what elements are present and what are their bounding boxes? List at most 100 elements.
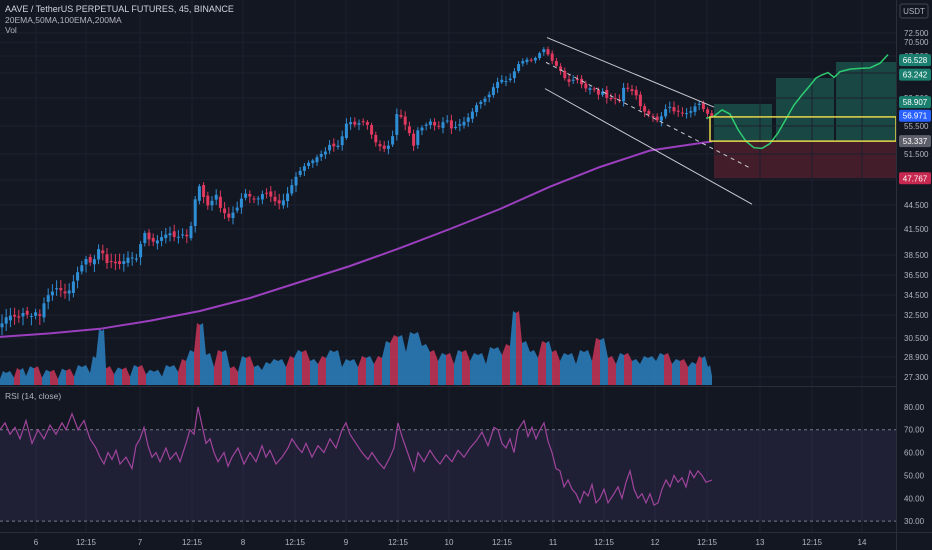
candle-body (0, 323, 4, 328)
candle-body (412, 133, 416, 146)
volume-segment (334, 350, 342, 385)
volume-segment (286, 356, 294, 385)
chart-title: AAVE / TetherUS PERPETUAL FUTURES, 45, B… (5, 4, 234, 14)
candle-body (462, 121, 466, 126)
volume-segment (310, 359, 318, 385)
candle-body (286, 193, 290, 202)
volume-segment (342, 359, 350, 385)
price-tick-label: 32.500 (904, 311, 929, 320)
candle-body (433, 121, 437, 126)
candle-body (605, 89, 609, 98)
candle-body (601, 91, 605, 95)
volume-segment (106, 366, 114, 385)
volume-segment (624, 353, 632, 385)
rsi-axis[interactable]: 80.00 70.00 60.00 50.00 40.00 30.00 (904, 403, 925, 526)
candle-body (38, 314, 42, 316)
candle-body (588, 88, 592, 90)
candle-body (244, 193, 248, 198)
candle-body (391, 136, 395, 145)
candle-body (273, 196, 277, 202)
candle-body (559, 66, 563, 71)
candle-body (710, 113, 714, 117)
rsi-polyline (0, 406, 713, 507)
candle-body (185, 234, 189, 237)
candle-body (361, 121, 365, 123)
price-tick-label: 72.500 (904, 29, 929, 38)
candle-body (269, 191, 273, 197)
candle-body (370, 124, 374, 135)
volume-segment (246, 356, 254, 385)
candles (0, 46, 714, 336)
candle-body (596, 90, 600, 95)
time-tick-label: 14 (858, 538, 867, 547)
candle-body (139, 244, 143, 258)
volume-segment (0, 371, 6, 385)
time-tick-label: 7 (138, 538, 143, 547)
channel-mid-line[interactable] (545, 61, 753, 170)
candle-body (151, 237, 155, 242)
candle-body (76, 272, 80, 281)
candle-body (336, 145, 340, 147)
channel-upper-line[interactable] (546, 37, 715, 108)
candle-body (512, 71, 516, 79)
volume-segment (138, 365, 146, 385)
volume-segment (510, 311, 516, 385)
volume-segment (74, 365, 82, 385)
volume-segment (552, 350, 560, 385)
candle-body (622, 87, 626, 102)
volume-segment (350, 359, 358, 385)
candle-body (563, 70, 567, 79)
time-tick-label: 8 (241, 538, 246, 547)
channel-lower-line[interactable] (544, 88, 753, 205)
volume-segment (462, 350, 470, 385)
candle-body (668, 106, 672, 108)
candle-body (97, 249, 101, 260)
volume-segment (502, 344, 510, 385)
projection-path[interactable] (705, 54, 889, 150)
candle-body (80, 265, 84, 272)
candle-body (407, 126, 411, 134)
volume-segment (640, 356, 648, 385)
volume-segment (454, 350, 462, 385)
rsi-legend[interactable]: RSI (14, close) (5, 391, 61, 401)
descending-channel[interactable] (544, 37, 753, 205)
rsi-band-fill (0, 429, 896, 522)
volume-segment (358, 356, 366, 385)
candle-body (84, 259, 88, 265)
volume-segment (546, 341, 552, 385)
projection-line[interactable] (705, 54, 889, 150)
price-tick-label: 44.500 (904, 201, 929, 210)
volume-legend[interactable]: Vol (5, 25, 17, 35)
candle-body (701, 102, 705, 110)
candle-body (235, 207, 239, 211)
volume-segment (522, 341, 530, 385)
candle-body (172, 231, 176, 237)
indicator-legend[interactable]: 20EMA,50MA,100EMA,200MA (5, 15, 122, 25)
currency-badge[interactable]: USDT (899, 3, 929, 19)
candle-body (529, 59, 533, 61)
target-zone-3 (836, 62, 896, 142)
candle-body (533, 57, 537, 61)
candle-body (491, 87, 495, 96)
candle-body (227, 213, 231, 218)
candle-body (542, 49, 546, 53)
time-tick-label: 12:15 (594, 538, 615, 547)
volume-segment (154, 369, 162, 385)
volume-segment (230, 366, 238, 385)
time-axis[interactable]: 6 12:15 7 12:15 8 12:15 9 12:15 10 12:15 11 12:15 12… (34, 538, 867, 547)
volume-segment (178, 359, 186, 385)
candle-body (29, 315, 33, 317)
candle-body (571, 79, 575, 81)
candle-body (214, 194, 218, 200)
candle-body (193, 199, 197, 226)
volume-segment (114, 367, 122, 385)
candle-body (298, 170, 302, 175)
candle-body (365, 122, 369, 125)
candle-body (441, 122, 445, 128)
candle-body (328, 144, 332, 151)
candle-body (302, 166, 306, 171)
candle-body (231, 212, 235, 219)
volume-segment (14, 368, 20, 385)
time-tick-label: 12:15 (388, 538, 409, 547)
